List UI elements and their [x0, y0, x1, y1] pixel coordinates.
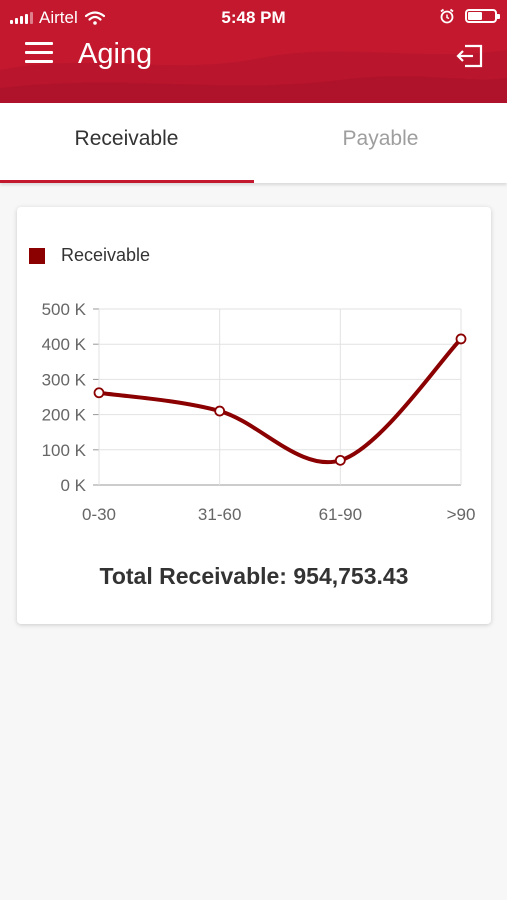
total-receivable: Total Receivable: 954,753.43 [99, 563, 409, 589]
tab-receivable[interactable]: Receivable [74, 127, 179, 150]
aging-line-chart: 0 K 100 K 200 K 300 K 400 K 500 K 0-30 31-60 61-… [42, 300, 476, 524]
header-wave-decoration [0, 50, 507, 103]
x-tick-label: 0-30 [82, 505, 116, 524]
data-point [455, 333, 467, 345]
data-point [334, 454, 346, 466]
tab-payable[interactable]: Payable [342, 127, 419, 150]
app-header: Airtel 5:48 PM Aging [0, 0, 507, 103]
legend-label: Receivable [61, 245, 151, 265]
tab-bar: Receivable Payable [0, 103, 507, 183]
signal-icon [10, 12, 33, 24]
page-title: Aging [78, 38, 153, 70]
y-tick-label: 0 K [60, 476, 86, 495]
hamburger-menu-icon[interactable] [25, 42, 53, 66]
legend-swatch [29, 247, 45, 264]
active-tab-indicator [0, 180, 254, 183]
alarm-icon [440, 8, 454, 24]
battery-icon [465, 9, 500, 23]
data-point [93, 387, 105, 399]
y-tick-label: 100 K [42, 441, 87, 460]
y-tick-label: 300 K [42, 370, 87, 389]
x-tick-label: 31-60 [198, 505, 241, 524]
series-line-receivable [97, 336, 463, 465]
x-tick-label: 61-90 [319, 505, 362, 524]
y-tick-label: 200 K [42, 406, 87, 425]
carrier-name: Airtel [39, 8, 78, 27]
status-bar: Airtel 5:48 PM [0, 0, 507, 34]
data-point [214, 405, 226, 417]
wifi-icon [84, 11, 105, 25]
chart-legend: Receivable [29, 245, 150, 266]
y-tick-label: 500 K [42, 300, 87, 319]
x-tick-label: >90 [447, 505, 476, 524]
logout-icon[interactable] [455, 42, 485, 70]
y-tick-label: 400 K [42, 335, 87, 354]
status-time: 5:48 PM [221, 8, 286, 27]
